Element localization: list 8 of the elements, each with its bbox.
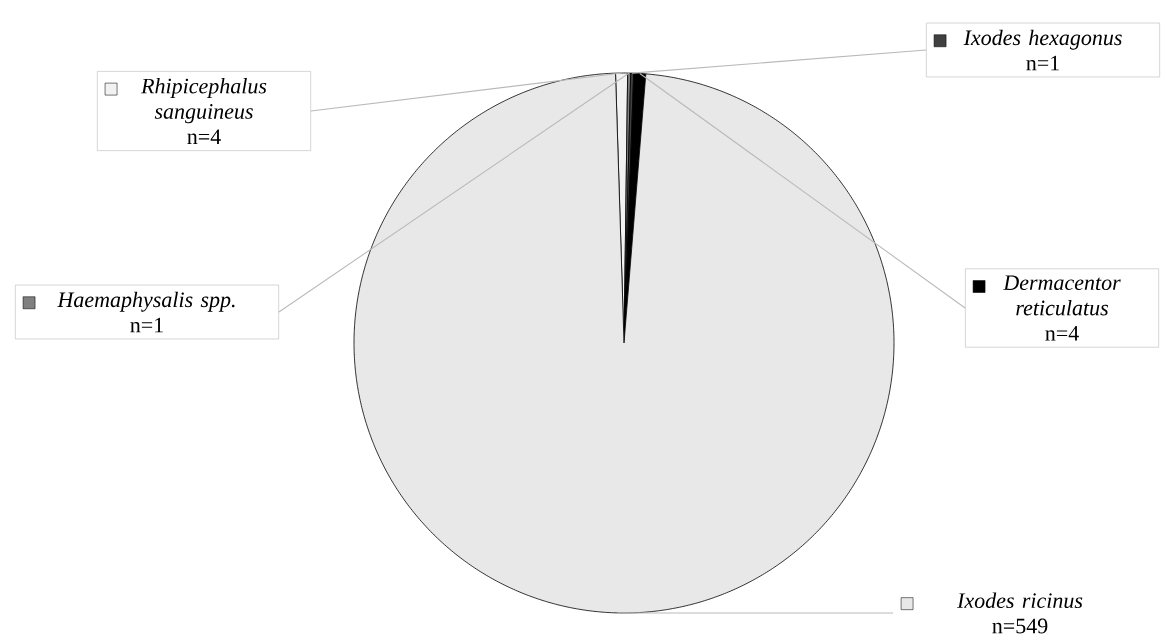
data-label: n=1 — [1026, 55, 1059, 71]
data-label: n=4 — [187, 129, 221, 144]
data-label: n=1 — [130, 317, 163, 333]
legend-label: Ixodes ricinus — [957, 592, 1083, 609]
legend-label: Ixodes hexagonus — [963, 29, 1122, 50]
legend-label: Haemaphysalis spp. — [57, 291, 235, 312]
data-label: n=549 — [992, 618, 1048, 634]
data-label: n=4 — [1045, 326, 1079, 341]
